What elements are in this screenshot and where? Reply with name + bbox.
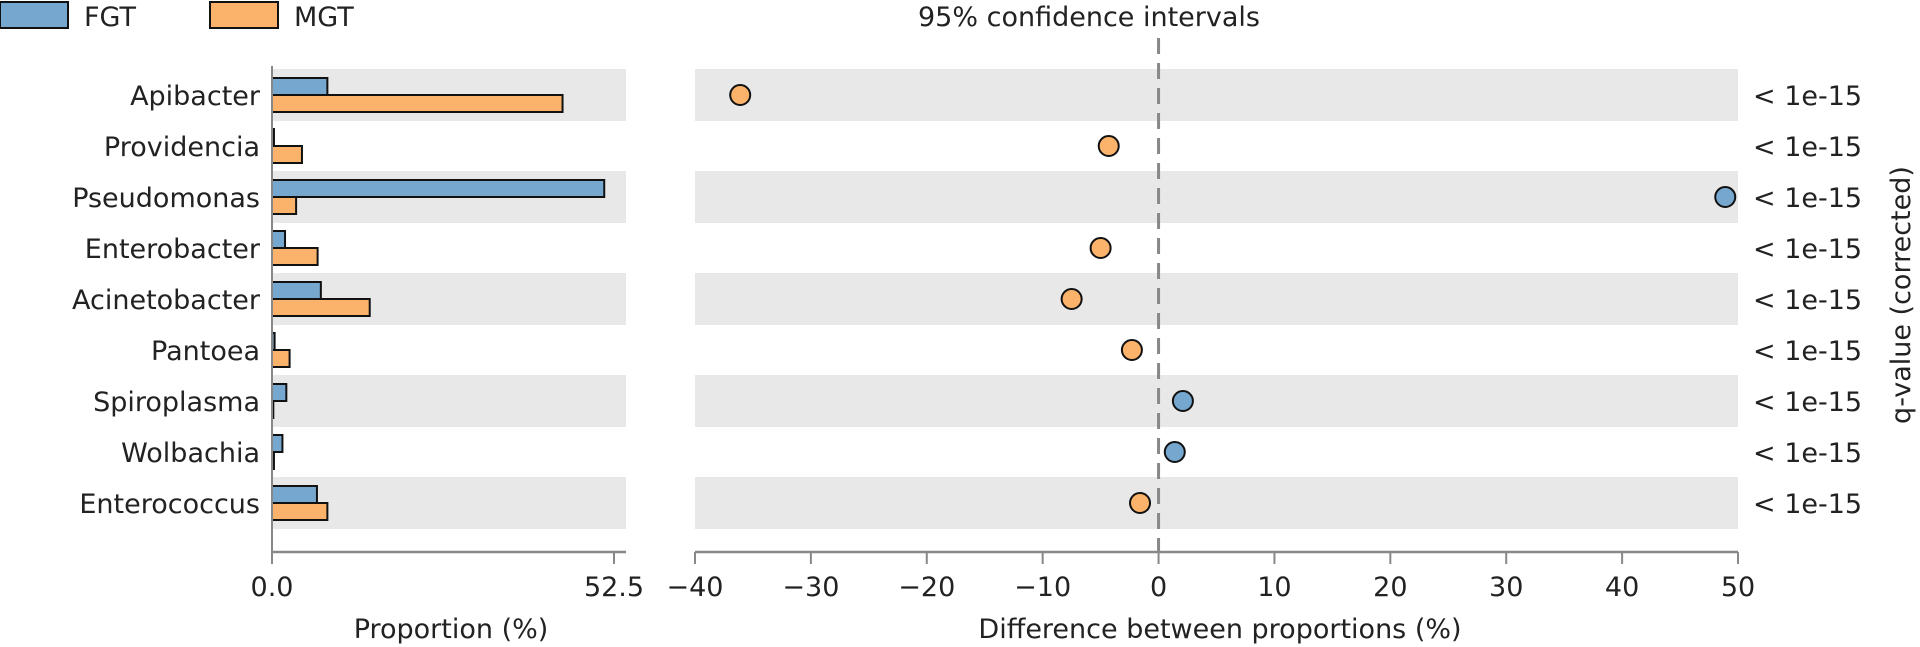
legend-label-fgt: FGT [84,2,136,33]
category-label-enterococcus: Enterococcus [79,489,260,520]
point-enterobacter [1089,237,1112,259]
category-label-acinetobacter: Acinetobacter [72,285,261,316]
point-acinetobacter [1060,288,1083,310]
q-value-pseudomonas: < 1e-15 [1753,183,1862,214]
legend-label-mgt: MGT [294,2,354,33]
row-band-left-enterococcus [272,477,626,529]
point-providencia [1097,135,1120,157]
category-labels: Apibacter Providencia Pseudomonas Enterobac… [72,81,261,520]
point-pantoea [1120,339,1143,361]
row-band-right-pseudomonas [695,171,1738,223]
left-tick-label-0: 0.0 [251,572,294,603]
row-band-right-acinetobacter [695,273,1738,325]
category-label-wolbachia: Wolbachia [121,438,260,469]
row-band-left-spiroplasma [272,375,626,427]
q-value-providencia: < 1e-15 [1753,132,1862,163]
category-label-enterobacter: Enterobacter [85,234,261,265]
category-label-providencia: Providencia [104,132,260,163]
bar-mgt-acinetobacter [271,298,371,317]
legend-swatch-fgt [0,1,69,29]
right-tick-label-7: 30 [1489,572,1523,603]
right-tick-label-9: 50 [1721,572,1755,603]
legend-swatch-mgt [209,1,279,29]
right-tick-label-1: −30 [782,572,839,603]
right-tick-label-4: 0 [1150,572,1167,603]
right-tick-label-2: −20 [898,572,955,603]
right-tick-label-5: 10 [1257,572,1291,603]
bar-mgt-enterococcus [271,502,329,521]
legend: FGT MGT [0,1,354,33]
ci-title: 95% confidence intervals [918,2,1260,33]
category-label-spiroplasma: Spiroplasma [93,387,260,418]
bar-fgt-enterobacter [271,230,287,249]
bar-mgt-pseudomonas [271,196,298,215]
q-value-apibacter: < 1e-15 [1753,81,1862,112]
row-band-right-apibacter [695,69,1738,121]
left-x-axis-label: Proportion (%) [354,614,549,645]
right-tick-label-0: −40 [667,572,724,603]
bar-mgt-providencia [271,145,303,164]
q-value-labels: < 1e-15 < 1e-15 < 1e-15 < 1e-15 < 1e-15 < 1e-… [1753,81,1862,520]
bar-fgt-acinetobacter [271,281,322,300]
bar-fgt-apibacter [271,77,329,96]
bar-mgt-pantoea [271,349,291,368]
bar-mgt-enterobacter [271,247,319,266]
bar-fgt-spiroplasma [271,383,288,402]
point-pseudomonas [1714,186,1737,208]
q-value-enterobacter: < 1e-15 [1753,234,1862,265]
left-x-axis: 0.0 52.5 [251,66,644,603]
right-x-axis-label: Difference between proportions (%) [978,614,1461,645]
point-wolbachia [1163,441,1186,463]
right-x-axis: −40 −30 −20 −10 0 10 20 30 40 50 [667,38,1755,603]
q-value-spiroplasma: < 1e-15 [1753,387,1862,418]
point-spiroplasma [1171,390,1194,412]
difference-points [729,84,1737,514]
category-label-pantoea: Pantoea [151,336,260,367]
bar-fgt-pseudomonas [271,179,606,198]
right-axis-label: q-value (corrected) [1886,166,1917,424]
point-apibacter [729,84,752,106]
bar-mgt-apibacter [271,94,564,113]
right-tick-label-3: −10 [1014,572,1071,603]
right-tick-label-8: 40 [1605,572,1639,603]
q-value-pantoea: < 1e-15 [1753,336,1862,367]
bar-fgt-wolbachia [271,434,284,453]
bar-fgt-enterococcus [271,485,318,504]
row-band-right-enterococcus [695,477,1738,529]
row-band-right-spiroplasma [695,375,1738,427]
q-value-acinetobacter: < 1e-15 [1753,285,1862,316]
category-label-apibacter: Apibacter [130,81,261,112]
right-tick-label-6: 20 [1373,572,1407,603]
right-row-bands [695,69,1738,529]
category-label-pseudomonas: Pseudomonas [72,183,260,214]
left-tick-label-1: 52.5 [584,572,644,603]
point-enterococcus [1129,492,1152,514]
q-value-wolbachia: < 1e-15 [1753,438,1862,469]
proportion-bars [271,77,606,521]
q-value-enterococcus: < 1e-15 [1753,489,1862,520]
